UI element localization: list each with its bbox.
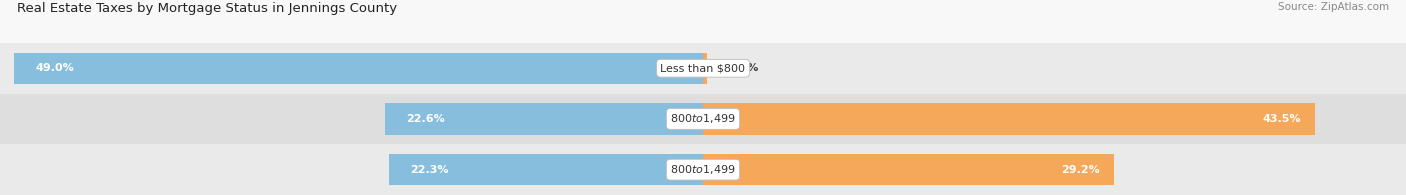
Text: 22.3%: 22.3% <box>411 165 449 175</box>
Text: 29.2%: 29.2% <box>1060 165 1099 175</box>
Text: 43.5%: 43.5% <box>1263 114 1301 124</box>
Text: $800 to $1,499: $800 to $1,499 <box>671 113 735 125</box>
Text: Source: ZipAtlas.com: Source: ZipAtlas.com <box>1278 2 1389 12</box>
Bar <box>389 154 703 185</box>
Text: 49.0%: 49.0% <box>35 63 75 73</box>
Text: $800 to $1,499: $800 to $1,499 <box>671 163 735 176</box>
Bar <box>14 52 703 84</box>
Bar <box>0 43 1406 94</box>
Text: 0.25%: 0.25% <box>721 63 759 73</box>
Text: Real Estate Taxes by Mortgage Status in Jennings County: Real Estate Taxes by Mortgage Status in … <box>17 2 396 15</box>
Bar <box>703 103 1315 135</box>
Bar <box>0 94 1406 144</box>
Bar <box>385 103 703 135</box>
Text: Less than $800: Less than $800 <box>661 63 745 73</box>
Bar <box>703 52 707 84</box>
Text: 22.6%: 22.6% <box>406 114 446 124</box>
Bar <box>0 144 1406 195</box>
Bar <box>703 154 1114 185</box>
